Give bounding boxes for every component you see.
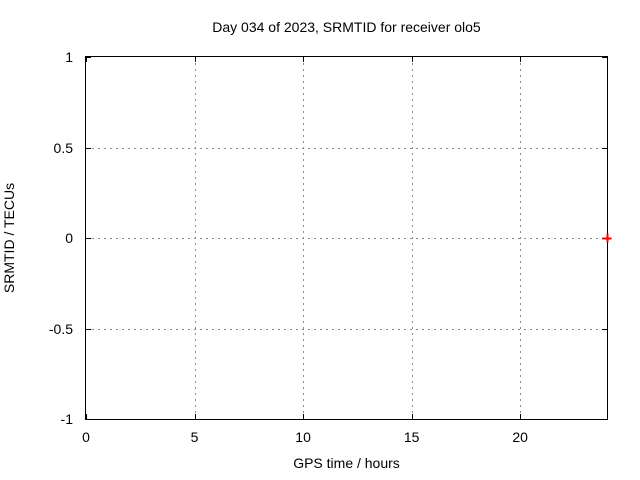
- y-tick-mark-right: [602, 328, 607, 330]
- x-tick-label: 5: [190, 429, 199, 445]
- gridline-y: [86, 328, 607, 330]
- x-tick-mark-bottom: [411, 414, 413, 419]
- x-tick-mark-top: [520, 57, 522, 62]
- y-tick-mark-right: [602, 147, 607, 149]
- x-tick-mark-top: [194, 57, 196, 62]
- y-tick-label: 0: [65, 230, 73, 246]
- plot-area: [85, 56, 608, 420]
- x-tick-mark-top: [303, 57, 305, 62]
- y-tick-mark-left: [86, 419, 91, 420]
- x-tick-mark-bottom: [520, 414, 522, 419]
- plus-marker-vbar: [606, 233, 608, 243]
- x-tick-label: 0: [82, 429, 90, 445]
- y-tick-mark-left: [86, 238, 91, 239]
- x-tick-mark-bottom: [303, 414, 305, 419]
- y-tick-label: -0.5: [48, 320, 73, 337]
- y-tick-mark-right: [602, 419, 607, 420]
- y-tick-mark-right: [602, 57, 607, 58]
- x-tick-label: 20: [512, 429, 528, 445]
- chart-title: Day 034 of 2023, SRMTID for receiver olo…: [212, 19, 481, 35]
- x-tick-mark-bottom: [194, 414, 196, 419]
- x-axis-label: GPS time / hours: [293, 455, 400, 471]
- y-tick-mark-left: [86, 328, 91, 330]
- x-tick-label: 10: [295, 429, 311, 445]
- x-tick-mark-top: [86, 57, 87, 62]
- x-tick-mark-top: [411, 57, 413, 62]
- y-tick-label: 1: [65, 49, 73, 65]
- y-tick-mark-left: [86, 147, 91, 149]
- gridline-y: [86, 238, 607, 239]
- data-point-marker: [602, 233, 612, 243]
- x-tick-mark-bottom: [86, 414, 87, 419]
- gridline-y: [86, 147, 607, 149]
- y-tick-label: -1: [60, 411, 73, 427]
- y-tick-label: 0.5: [53, 139, 73, 156]
- x-tick-label: 15: [403, 429, 420, 445]
- y-tick-mark-left: [86, 57, 91, 58]
